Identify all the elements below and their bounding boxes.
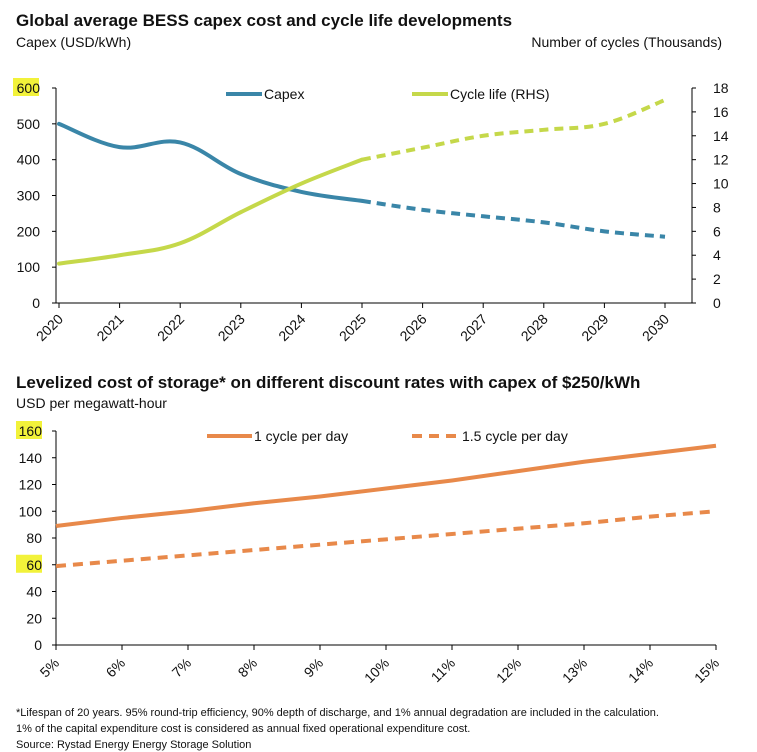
chart1-legend-capex-label: Capex <box>264 86 304 102</box>
chart2-y-tick-label: 80 <box>26 530 42 546</box>
chart1-legend-cycle-label: Cycle life (RHS) <box>450 86 550 102</box>
chart2-y-tick-label: 40 <box>26 584 42 600</box>
chart1-right-axis-label: Number of cycles (Thousands) <box>531 34 722 50</box>
chart1-cycle-life-line-solid <box>57 157 364 266</box>
chart2-series-2-line <box>55 509 717 569</box>
chart1-capex-line-solid <box>57 121 364 203</box>
chart1-left-tick-label: 600 <box>17 80 41 96</box>
chart2-x-tick-label: 8% <box>234 655 260 681</box>
chart1-x-tick-label: 2024 <box>275 311 308 344</box>
chart2-x-tick-label: 5% <box>36 655 62 681</box>
chart2-y-tick-label: 60 <box>26 557 42 573</box>
chart2-x-tick-label: 15% <box>691 655 722 686</box>
chart1-right-tick-label: 2 <box>713 271 721 287</box>
chart1-x-tick-label: 2029 <box>578 311 611 344</box>
chart2-x-tick-label: 11% <box>428 655 458 685</box>
chart1-left-tick-label: 400 <box>17 152 41 168</box>
chart1-x-tick-label: 2021 <box>93 311 126 344</box>
chart1-capex-line-dashed <box>361 198 666 239</box>
chart1-x-tick-label: 2022 <box>154 311 187 344</box>
chart2-x-tick-label: 14% <box>625 655 656 686</box>
chart1-x-tick-label: 2020 <box>33 311 66 344</box>
chart2-axis-label: USD per megawatt-hour <box>16 395 167 411</box>
chart1-cycle-life-line-dashed <box>361 98 666 162</box>
chart2-plot: 0 20 40 60 80 100 120 140 160 5% 6% 7% 8% 9% 10% 11% 12%… <box>16 421 722 686</box>
chart1-right-tick-label: 12 <box>713 152 729 168</box>
chart1-left-tick-label: 200 <box>17 223 41 239</box>
chart1-x-tick-label: 2026 <box>396 311 429 344</box>
chart1-right-tick-label: 10 <box>713 176 729 192</box>
chart2-y-tick-label: 160 <box>19 423 43 439</box>
chart1-right-tick-label: 6 <box>713 223 721 239</box>
chart2-legend-15cycle-label: 1.5 cycle per day <box>462 428 568 444</box>
chart2-y-tick-label: 20 <box>26 610 42 626</box>
footnote-line1: *Lifespan of 20 years. 95% round-trip ef… <box>16 707 659 719</box>
chart2-title: Levelized cost of storage* on different … <box>16 373 640 392</box>
chart2-y-tick-label: 120 <box>19 477 43 493</box>
chart1-x-tick-label: 2023 <box>215 311 248 344</box>
footnote-line2: 1% of the capital expenditure cost is co… <box>16 723 470 735</box>
chart2-x-tick-label: 6% <box>102 655 128 681</box>
chart1-right-tick-label: 14 <box>713 128 729 144</box>
chart2-tick-highlight <box>16 554 42 573</box>
chart1-top-tick-highlight <box>13 78 39 96</box>
chart1-right-tick-label: 8 <box>713 199 721 215</box>
chart1-left-axis-label: Capex (USD/kWh) <box>16 34 131 50</box>
source-note: Source: Rystad Energy Energy Storage Sol… <box>16 739 251 751</box>
chart2-y-tick-label: 0 <box>34 637 42 653</box>
chart2-tick-highlight <box>16 421 42 439</box>
chart2-x-tick-label: 13% <box>559 655 590 686</box>
chart1-left-tick-label: 300 <box>17 188 41 204</box>
chart1-right-tick-label: 4 <box>713 247 721 263</box>
chart2-series-1-line <box>55 443 717 528</box>
chart1-x-tick-label: 2025 <box>336 311 369 344</box>
chart2-y-tick-label: 100 <box>19 503 43 519</box>
chart1-right-tick-label: 18 <box>713 80 729 96</box>
chart2-x-tick-label: 9% <box>300 655 326 681</box>
chart1-left-tick-label: 500 <box>17 116 41 132</box>
chart1-x-tick-label: 2027 <box>457 311 490 344</box>
chart2-x-tick-label: 10% <box>361 655 392 686</box>
chart1-left-tick-label: 0 <box>32 295 40 311</box>
chart1-x-tick-label: 2028 <box>518 311 551 344</box>
chart2-legend-1cycle-label: 1 cycle per day <box>254 428 348 444</box>
chart1-plot: 0 100 200 300 400 500 600 0 2 4 6 8 10 12 14 16 18 2020 20… <box>13 78 729 344</box>
chart2-x-tick-label: 7% <box>168 655 194 681</box>
chart1-title: Global average BESS capex cost and cycle… <box>16 11 512 30</box>
chart1-left-tick-label: 100 <box>17 259 41 275</box>
chart2-x-tick-label: 12% <box>493 655 524 686</box>
chart1-x-tick-label: 2030 <box>639 311 672 344</box>
chart1-right-tick-label: 16 <box>713 104 729 120</box>
chart2-y-tick-label: 140 <box>19 450 43 466</box>
chart1-right-tick-label: 0 <box>713 295 721 311</box>
